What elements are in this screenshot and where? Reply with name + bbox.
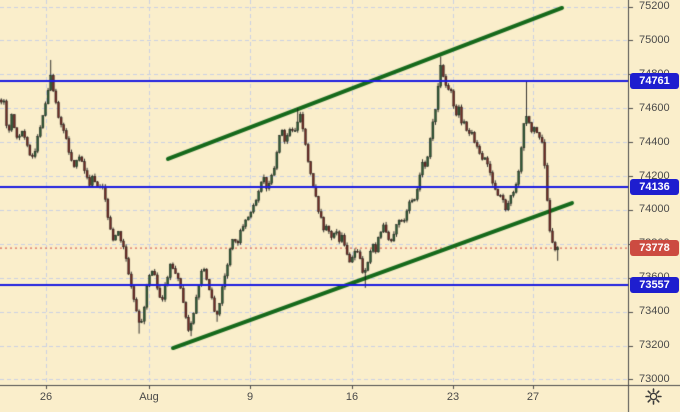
date-tick-label: 27	[526, 391, 540, 403]
price-tick-label: 73200	[639, 339, 670, 352]
date-tick-label: 9	[246, 391, 254, 403]
date-tick-label: 23	[446, 391, 460, 403]
price-tick-label: 73400	[639, 305, 670, 318]
price-tick-label: 74200	[639, 169, 670, 182]
last-price-tag[interactable]: 73778	[630, 239, 679, 256]
price-tick-label: 73000	[639, 372, 670, 385]
level-price-tag[interactable]: 74136	[630, 178, 679, 195]
price-tick-label: 74000	[639, 203, 670, 216]
settings-gear-icon[interactable]	[645, 388, 662, 405]
date-tick-label: 26	[39, 391, 53, 403]
gear-icon-glyph	[645, 388, 662, 405]
level-price-tag[interactable]: 74761	[630, 72, 679, 89]
date-tick-label: Aug	[139, 391, 159, 403]
level-price-tag[interactable]: 73557	[630, 277, 679, 294]
price-tick-label: 74400	[639, 135, 670, 148]
price-tick-label: 74600	[639, 101, 670, 114]
price-tick-label: 75000	[639, 33, 670, 46]
date-tick-label: 16	[345, 391, 359, 403]
price-tick-label: 75200	[639, 0, 670, 13]
